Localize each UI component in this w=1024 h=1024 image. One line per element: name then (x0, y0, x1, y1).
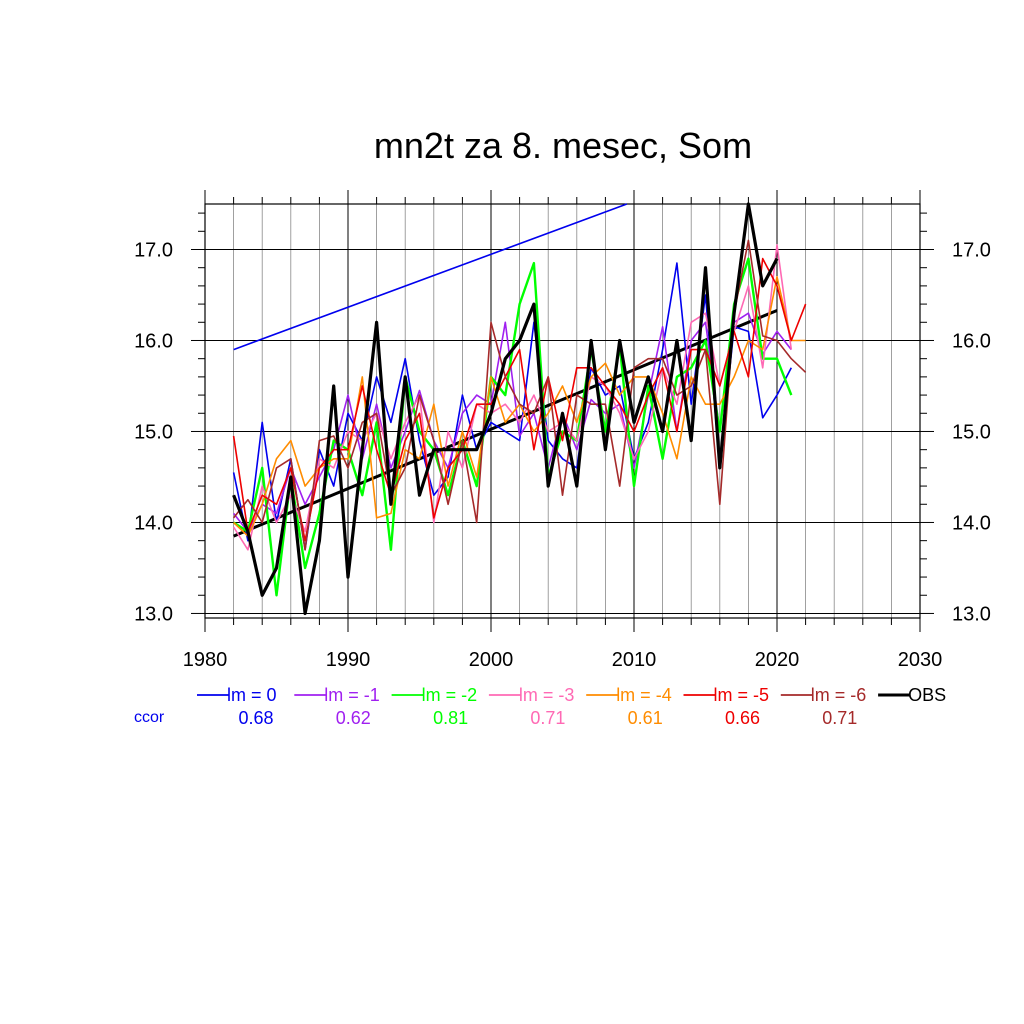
x-tick-label: 2010 (612, 649, 657, 671)
y-tick-label-left: 16.0 (134, 330, 173, 352)
x-tick-label: 1990 (326, 649, 371, 671)
ccor-value: 0.61 (628, 708, 663, 728)
trend-line (233, 309, 778, 538)
ccor-value: 0.68 (238, 708, 273, 728)
legend-label: lm = -2 (422, 685, 478, 705)
legend-label: lm = 0 (227, 685, 277, 705)
legend-entry: lm = -3 0.71 (488, 685, 575, 728)
series-line (232, 257, 807, 542)
y-tick-label-right: 15.0 (952, 421, 991, 443)
legend-entry: lm = -6 0.71 (780, 685, 867, 728)
y-tick-label-right: 13.0 (952, 603, 991, 625)
legend-label: OBS (908, 685, 946, 705)
ccor-value: 0.71 (822, 708, 857, 728)
series-line (232, 202, 779, 616)
x-tick-label: 2000 (469, 649, 514, 671)
y-tick-label-right: 14.0 (952, 512, 991, 534)
y-tick-label-left: 14.0 (134, 512, 173, 534)
legend-entry: lm = 0 0.68 (197, 685, 277, 728)
trend-line (233, 203, 628, 351)
y-tick-label-left: 13.0 (134, 603, 173, 625)
y-tick-label-left: 15.0 (134, 421, 173, 443)
legend-label: lm = -1 (324, 685, 380, 705)
legend-label: lm = -6 (811, 685, 867, 705)
y-tick-label-right: 16.0 (952, 330, 991, 352)
y-tick-label-right: 17.0 (952, 239, 991, 261)
legend-label: lm = -5 (714, 685, 770, 705)
plot-area: 1980 1990 2000 2010 2020 2030 13.0 13.0 14.0 14.0… (134, 190, 991, 671)
x-tick-label: 2020 (755, 649, 800, 671)
legend-entry: lm = -2 0.81 (391, 685, 478, 728)
legend-entry: lm = -1 0.62 (294, 685, 380, 728)
legend-label: lm = -4 (616, 685, 672, 705)
plot-frame (204, 203, 921, 619)
legend-label: lm = -3 (519, 685, 575, 705)
x-tick-label: 1980 (183, 649, 228, 671)
ccor-value: 0.71 (530, 708, 565, 728)
legend-entry: lm = -5 0.66 (683, 685, 770, 728)
x-tick-label: 2030 (898, 649, 943, 671)
y-tick-label-left: 17.0 (134, 239, 173, 261)
legend-entry: OBS (878, 685, 946, 705)
legend-entry: lm = -4 0.61 (586, 685, 672, 728)
legend: lm = 0 0.68 lm = -1 0.62 lm = -2 0.81 lm = -3 0… (134, 685, 946, 728)
ccor-value: 0.66 (725, 708, 760, 728)
ccor-value: 0.62 (336, 708, 371, 728)
ccor-value: 0.81 (433, 708, 468, 728)
ccor-label: ccor (134, 709, 165, 726)
chart-title: mn2t za 8. mesec, Som (374, 125, 752, 166)
